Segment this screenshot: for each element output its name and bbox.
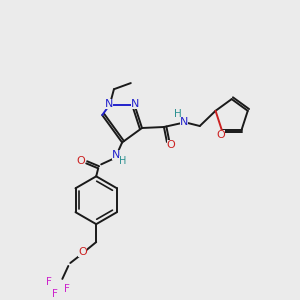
Text: N: N xyxy=(180,117,188,127)
Text: N: N xyxy=(105,99,113,109)
Text: O: O xyxy=(78,247,87,257)
Text: O: O xyxy=(216,130,225,140)
Text: O: O xyxy=(167,140,175,150)
Text: H: H xyxy=(119,156,127,167)
Text: F: F xyxy=(64,284,70,294)
Text: N: N xyxy=(131,99,140,109)
Text: H: H xyxy=(174,109,182,119)
Text: N: N xyxy=(112,150,120,161)
Text: F: F xyxy=(46,277,52,287)
Text: F: F xyxy=(52,289,58,299)
Text: O: O xyxy=(76,156,85,167)
